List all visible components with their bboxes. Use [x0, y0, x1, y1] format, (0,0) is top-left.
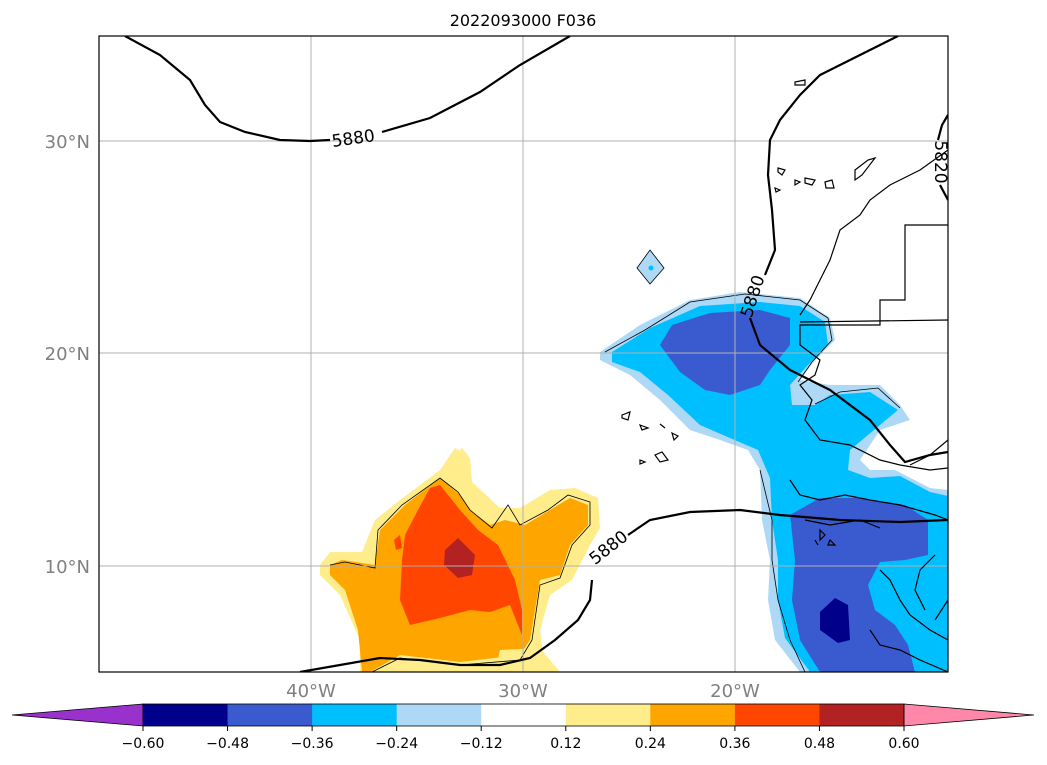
lon-label-40w: 40°W	[286, 681, 336, 702]
contour-east-vertical	[763, 36, 899, 276]
colorbar-tick-label: 0.60	[888, 736, 919, 752]
anomaly-outline-east	[604, 293, 901, 672]
colorbar-tick-label: 0.48	[804, 736, 835, 752]
colorbar-segment	[565, 704, 651, 726]
anomaly-outline-west	[329, 477, 591, 672]
contour-north	[124, 36, 331, 143]
colorbar-tick-label: −0.48	[206, 736, 249, 752]
lat-label-30n: 30°N	[45, 132, 90, 153]
colorbar-segment	[819, 704, 905, 726]
colorbar-segment	[143, 704, 229, 726]
colorbar-segment	[650, 704, 736, 726]
colorbar-segment	[227, 704, 313, 726]
colorbar-tick-label: −0.36	[291, 736, 334, 752]
contour-far-east-b	[939, 184, 948, 201]
lon-label-20w: 20°W	[710, 681, 760, 702]
map-frame	[98, 35, 949, 673]
colorbar-segment	[312, 704, 398, 726]
coastlines	[621, 79, 948, 672]
colorbar: −0.60 −0.48 −0.36 −0.24 −0.12 0.12 0.24 0.36 0.4…	[11, 703, 1035, 752]
anomaly-region-neg048-core	[820, 598, 850, 643]
contour-north-east	[381, 36, 571, 134]
height-contours	[124, 36, 948, 672]
colorbar-extend-max	[903, 703, 1035, 727]
anomaly-region-pos048-core	[444, 538, 475, 578]
lat-label-10n: 10°N	[45, 557, 90, 578]
colorbar-tick-label: −0.60	[122, 736, 165, 752]
colorbar-tick-label: 0.24	[635, 736, 666, 752]
anomaly-blip-small-west	[452, 448, 470, 466]
contour-label-far-east: 5820	[930, 140, 950, 183]
contour-far-east	[936, 114, 948, 141]
lon-label-30w: 30°W	[498, 681, 548, 702]
colorbar-outline	[142, 703, 905, 727]
colorbar-segment	[734, 704, 820, 726]
colorbar-segment	[481, 704, 567, 726]
colorbar-tick-label: 0.12	[550, 736, 581, 752]
contour-south	[299, 579, 594, 672]
lat-label-20n: 20°N	[45, 344, 90, 365]
anomaly-blip-core	[648, 265, 654, 271]
anomaly-region-pos036-west-small	[394, 535, 402, 550]
colorbar-segment	[396, 704, 482, 726]
contour-east-lower	[748, 317, 948, 464]
colorbar-tick-label: −0.24	[375, 736, 418, 752]
colorbar-tick-label: −0.12	[460, 736, 503, 752]
anomaly-region-pos012-south	[495, 648, 560, 672]
colorbar-extend-min	[11, 703, 144, 727]
map-title: 2022093000 F036	[450, 11, 597, 30]
map-plot-area: 5880 5880 5880 5820	[99, 36, 950, 672]
contour-south-east	[627, 508, 948, 536]
colorbar-tick-label: 0.36	[719, 736, 750, 752]
